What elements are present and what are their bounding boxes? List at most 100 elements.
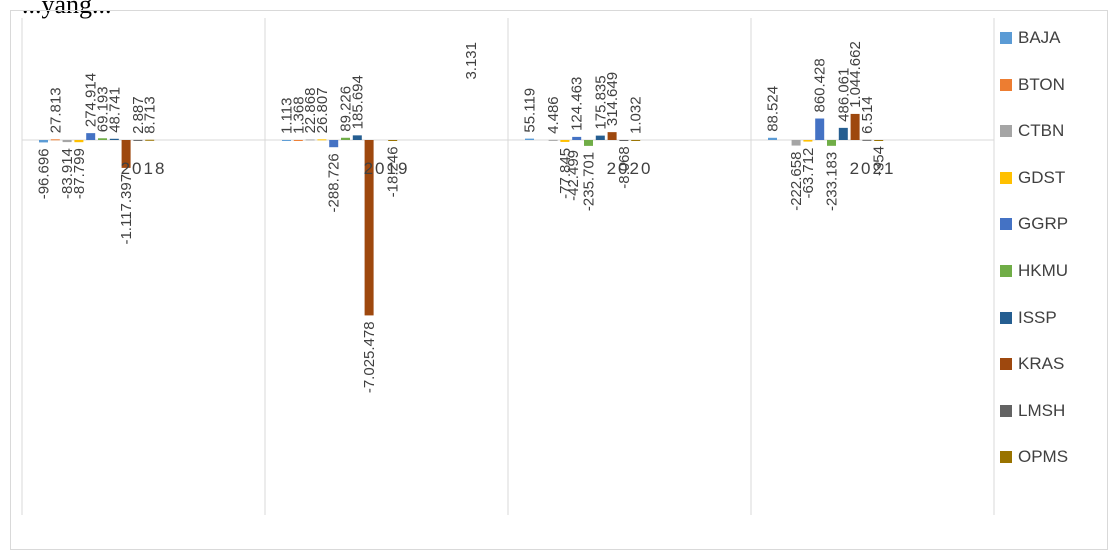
bar-ctbn-2020 bbox=[548, 139, 558, 141]
bar-issp-2020 bbox=[595, 135, 605, 140]
data-label-ggrp-2018: 274.914 bbox=[83, 73, 100, 127]
bar-gdst-2018 bbox=[74, 140, 84, 143]
data-label-issp-2019: 185.694 bbox=[349, 75, 366, 129]
legend-swatch bbox=[1000, 32, 1012, 44]
legend-label: LMSH bbox=[1018, 400, 1066, 420]
bar-hkmu-2018 bbox=[98, 138, 107, 140]
bar-hkmu-2020 bbox=[584, 140, 593, 146]
legend-swatch bbox=[1000, 125, 1012, 138]
data-label-lmsh-2018: 2.887 bbox=[130, 96, 147, 134]
data-label-opms-2019: -18.246 bbox=[385, 146, 402, 197]
legend-item-ctbn: CTBN bbox=[1000, 121, 1064, 141]
bar-bton-2019 bbox=[293, 139, 303, 141]
category-label-2020: 2020 bbox=[607, 159, 653, 178]
bar-issp-2018 bbox=[109, 138, 119, 140]
legend-label: GGRP bbox=[1018, 214, 1069, 234]
data-label-issp-2021: 486.061 bbox=[835, 68, 852, 122]
data-label-bton-2018: 27.813 bbox=[47, 87, 64, 133]
bar-opms-2019 bbox=[388, 140, 398, 141]
bar-kras-2019 bbox=[364, 140, 374, 316]
legend-swatch bbox=[1000, 451, 1012, 464]
data-label-extra-2020: -42.499 bbox=[565, 150, 582, 201]
data-label-baja-2021: 88.524 bbox=[765, 86, 782, 132]
bar-gdst-2020 bbox=[560, 140, 570, 142]
bar-baja-2020 bbox=[525, 138, 534, 140]
legend-label: BAJA bbox=[1018, 28, 1061, 47]
legend-label: HKMU bbox=[1018, 261, 1069, 280]
data-label-issp-2018: 48.741 bbox=[106, 87, 123, 133]
bar-kras-2018 bbox=[121, 140, 131, 168]
legend-label: KRAS bbox=[1018, 354, 1065, 374]
category-label-2021: 2021 bbox=[850, 159, 896, 178]
legend-label: BTON bbox=[1018, 74, 1065, 94]
bar-baja-2019 bbox=[282, 139, 291, 141]
data-label-opms-2021: -354 bbox=[871, 146, 888, 176]
bar-ctbn-2021 bbox=[791, 140, 801, 146]
bar-chart: -96.696 27.813 -83.914-87.799 274.91469.193… bbox=[21, 18, 995, 515]
bar-ctbn-2019 bbox=[305, 139, 315, 141]
bar-ctbn-2018 bbox=[62, 140, 72, 143]
data-label-ggrp-2019: -288.726 bbox=[326, 153, 343, 212]
legend-label: ISSP bbox=[1018, 307, 1057, 327]
data-label-hkmu-2018: 69.193 bbox=[95, 86, 112, 132]
category-label-2018: 2018 bbox=[121, 159, 167, 178]
bar-hkmu-2021 bbox=[827, 140, 836, 146]
data-label-ggrp-2020: 124.463 bbox=[569, 77, 586, 131]
legend-item-kras: KRAS bbox=[1000, 354, 1064, 374]
data-label-opms-2020: 1.032 bbox=[628, 96, 645, 134]
legend-item-issp: ISSP bbox=[1000, 308, 1057, 328]
data-label-ctbn-2021: -222.658 bbox=[788, 152, 805, 211]
category-label-2019: 2019 bbox=[364, 159, 410, 178]
data-label-hkmu-2019: 89.226 bbox=[338, 86, 355, 132]
legend-swatch bbox=[1000, 78, 1012, 91]
bar-opms-2018 bbox=[145, 139, 155, 141]
data-label-baja-2020: 55.119 bbox=[522, 88, 539, 133]
data-label-gdst-2018: -87.799 bbox=[71, 148, 88, 199]
bar-hkmu-2019 bbox=[341, 137, 350, 140]
bar-gdst-2019 bbox=[317, 139, 327, 141]
data-label-kras-2021: 1.044.662 bbox=[847, 41, 864, 108]
legend-swatch bbox=[1000, 171, 1012, 184]
partial-caption-text: ...yang... bbox=[22, 0, 112, 19]
data-label-ctbn-2020: 4.486 bbox=[545, 96, 562, 134]
legend-swatch bbox=[1000, 265, 1012, 277]
bar-bton-2018 bbox=[50, 139, 60, 141]
data-label-ctbn-2018: -83.914 bbox=[59, 148, 76, 199]
legend-swatch bbox=[1000, 218, 1012, 231]
legend-item-opms: OPMS bbox=[1000, 447, 1068, 467]
data-label-lmsh-2021: 6.514 bbox=[859, 96, 876, 134]
data-label-hkmu-2020: -235.701 bbox=[581, 152, 598, 211]
chart-frame bbox=[10, 10, 1108, 550]
bar-opms-2021 bbox=[874, 140, 884, 141]
data-label-gdst-2019: 26.807 bbox=[314, 87, 331, 133]
legend-item-bton: BTON bbox=[1000, 75, 1065, 95]
data-label-ctbn-2019: 22.868 bbox=[302, 88, 319, 134]
data-label-gdst-2020: -77.845 bbox=[557, 148, 574, 199]
bar-lmsh-2021 bbox=[862, 139, 872, 141]
bar-gdst-2021 bbox=[803, 140, 813, 142]
legend-item-baja: BAJA bbox=[1000, 28, 1061, 48]
data-label-gdst-2021: -63.712 bbox=[800, 148, 817, 199]
data-label-bton-2019: 1.368 bbox=[290, 96, 307, 134]
data-label-baja-2019: 1.113 bbox=[279, 98, 296, 134]
data-label-opms-2018: 8.713 bbox=[142, 96, 159, 134]
bar-ggrp-2021 bbox=[815, 118, 825, 140]
bar-baja-2021 bbox=[768, 137, 777, 140]
legend-item-lmsh: LMSH bbox=[1000, 401, 1065, 421]
legend-swatch bbox=[1000, 311, 1012, 324]
bar-opms-2020 bbox=[631, 139, 641, 141]
bar-baja-2018 bbox=[39, 140, 48, 143]
bar-issp-2021 bbox=[838, 127, 848, 140]
bar-ggrp-2019 bbox=[329, 140, 339, 148]
data-label-kras-2018: -1.117.397 bbox=[118, 174, 135, 245]
data-label-issp-2020: 175.835 bbox=[592, 75, 609, 129]
legend-label: GDST bbox=[1018, 167, 1066, 187]
data-label-lmsh-2020: -8.068 bbox=[616, 146, 633, 189]
data-label-baja-2018: -96.696 bbox=[36, 148, 53, 199]
legend-label: CTBN bbox=[1018, 121, 1065, 141]
data-label-kras-2019: -7.025.478 bbox=[361, 321, 378, 393]
legend-item-ggrp: GGRP bbox=[1000, 214, 1068, 234]
legend-item-gdst: GDST bbox=[1000, 168, 1065, 188]
legend-swatch bbox=[1000, 404, 1012, 417]
data-label-ggrp-2021: 860.428 bbox=[812, 58, 829, 112]
